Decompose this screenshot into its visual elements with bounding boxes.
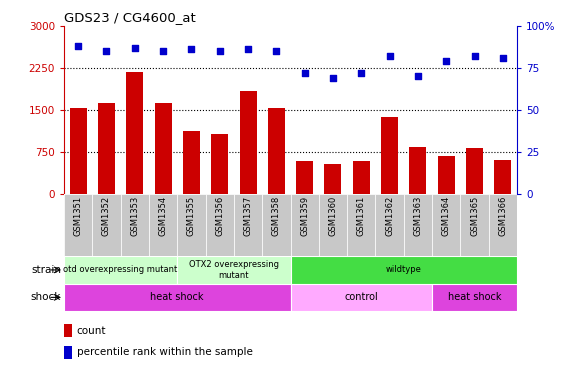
- Point: [498, 55, 508, 60]
- Bar: [64, 194, 92, 256]
- Bar: [155, 103, 171, 194]
- Point: [130, 45, 139, 51]
- Point: [272, 48, 281, 54]
- Bar: [353, 161, 370, 194]
- Text: heat shock: heat shock: [150, 292, 204, 302]
- Bar: [149, 194, 177, 256]
- Bar: [290, 194, 319, 256]
- Bar: [319, 194, 347, 256]
- Bar: [92, 194, 121, 256]
- Bar: [410, 147, 426, 194]
- Text: GSM1352: GSM1352: [102, 196, 111, 236]
- Text: strain: strain: [31, 265, 61, 275]
- Text: GSM1358: GSM1358: [272, 196, 281, 236]
- Point: [215, 48, 224, 54]
- Bar: [438, 156, 455, 194]
- Text: GSM1366: GSM1366: [498, 196, 507, 236]
- Point: [102, 48, 111, 54]
- Text: wildtype: wildtype: [386, 265, 422, 274]
- Bar: [64, 256, 177, 284]
- Bar: [98, 103, 115, 194]
- Text: GSM1360: GSM1360: [328, 196, 338, 236]
- Bar: [121, 194, 149, 256]
- Text: GSM1356: GSM1356: [215, 196, 224, 236]
- Bar: [296, 161, 313, 194]
- Bar: [466, 148, 483, 194]
- Text: control: control: [345, 292, 378, 302]
- Bar: [206, 194, 234, 256]
- Bar: [211, 134, 228, 194]
- Text: GSM1364: GSM1364: [442, 196, 451, 236]
- Bar: [290, 256, 517, 284]
- Bar: [404, 194, 432, 256]
- Bar: [64, 284, 290, 311]
- Point: [470, 53, 479, 59]
- Bar: [268, 108, 285, 194]
- Point: [385, 53, 394, 59]
- Text: shock: shock: [31, 292, 61, 302]
- Text: GSM1363: GSM1363: [414, 196, 422, 236]
- Text: count: count: [77, 326, 106, 336]
- Text: OTX2 overexpressing
mutant: OTX2 overexpressing mutant: [189, 260, 279, 280]
- Point: [328, 75, 338, 81]
- Text: GSM1353: GSM1353: [130, 196, 139, 236]
- Bar: [239, 91, 257, 194]
- Text: GSM1362: GSM1362: [385, 196, 394, 236]
- Bar: [70, 108, 87, 194]
- Bar: [177, 256, 290, 284]
- Bar: [177, 194, 206, 256]
- Bar: [262, 194, 290, 256]
- Text: GDS23 / CG4600_at: GDS23 / CG4600_at: [64, 11, 196, 25]
- Bar: [381, 116, 398, 194]
- Bar: [347, 194, 375, 256]
- Text: percentile rank within the sample: percentile rank within the sample: [77, 347, 253, 357]
- Bar: [126, 72, 143, 194]
- Point: [300, 70, 309, 76]
- Point: [243, 46, 253, 52]
- Text: otd overexpressing mutant: otd overexpressing mutant: [63, 265, 178, 274]
- Text: GSM1365: GSM1365: [470, 196, 479, 236]
- Text: GSM1357: GSM1357: [243, 196, 253, 236]
- Text: GSM1351: GSM1351: [74, 196, 83, 236]
- Point: [357, 70, 366, 76]
- Point: [413, 73, 422, 79]
- Bar: [64, 324, 72, 337]
- Text: heat shock: heat shock: [448, 292, 501, 302]
- Point: [442, 58, 451, 64]
- Bar: [489, 194, 517, 256]
- Bar: [290, 284, 432, 311]
- Bar: [375, 194, 404, 256]
- Bar: [324, 164, 342, 194]
- Bar: [234, 194, 262, 256]
- Bar: [432, 194, 460, 256]
- Bar: [460, 194, 489, 256]
- Bar: [432, 284, 517, 311]
- Point: [187, 46, 196, 52]
- Bar: [494, 160, 511, 194]
- Bar: [183, 131, 200, 194]
- Text: GSM1359: GSM1359: [300, 196, 309, 236]
- Text: GSM1355: GSM1355: [187, 196, 196, 236]
- Point: [73, 43, 83, 49]
- Bar: [64, 346, 72, 359]
- Text: GSM1354: GSM1354: [159, 196, 167, 236]
- Point: [159, 48, 168, 54]
- Text: GSM1361: GSM1361: [357, 196, 366, 236]
